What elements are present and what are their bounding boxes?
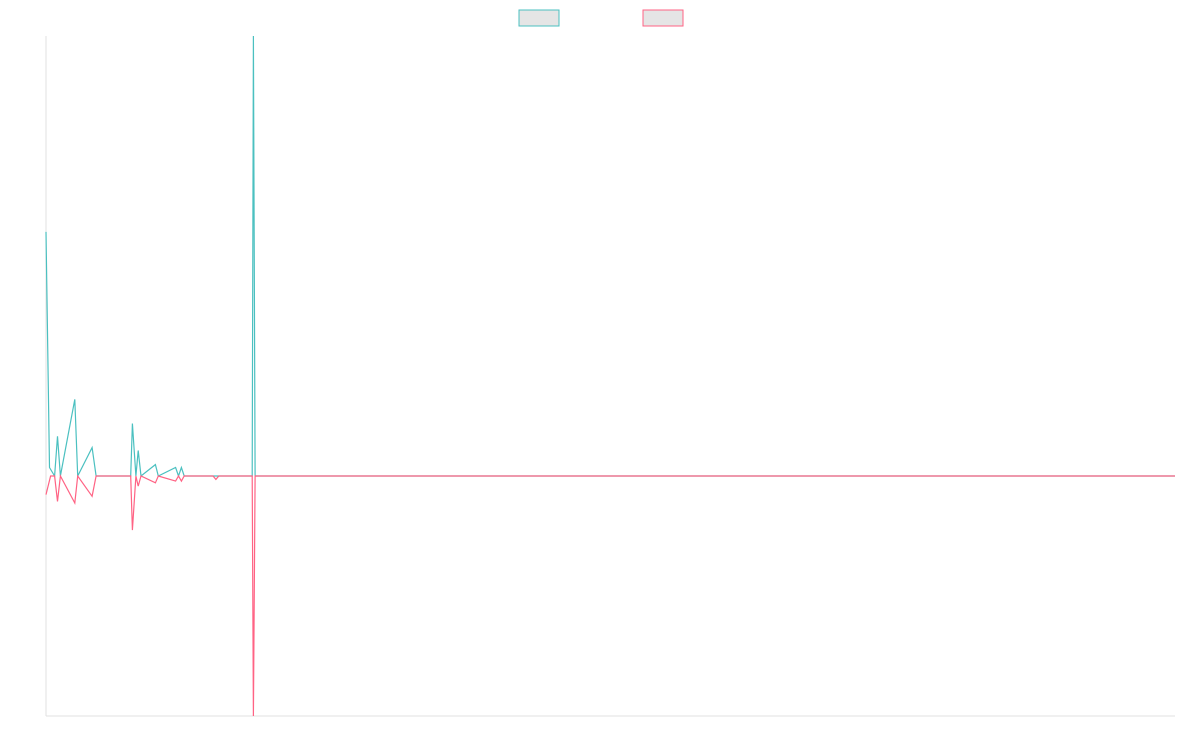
legend-swatch-2 (642, 9, 684, 27)
legend-item-1[interactable] (518, 9, 560, 27)
legend-swatch-1 (518, 9, 560, 27)
series-line-2 (45, 474, 1175, 717)
series-line-1 (45, 35, 1175, 479)
legend-item-2[interactable] (642, 9, 684, 27)
axes (45, 36, 1175, 717)
legend (518, 9, 684, 27)
series-layer (45, 35, 1175, 717)
